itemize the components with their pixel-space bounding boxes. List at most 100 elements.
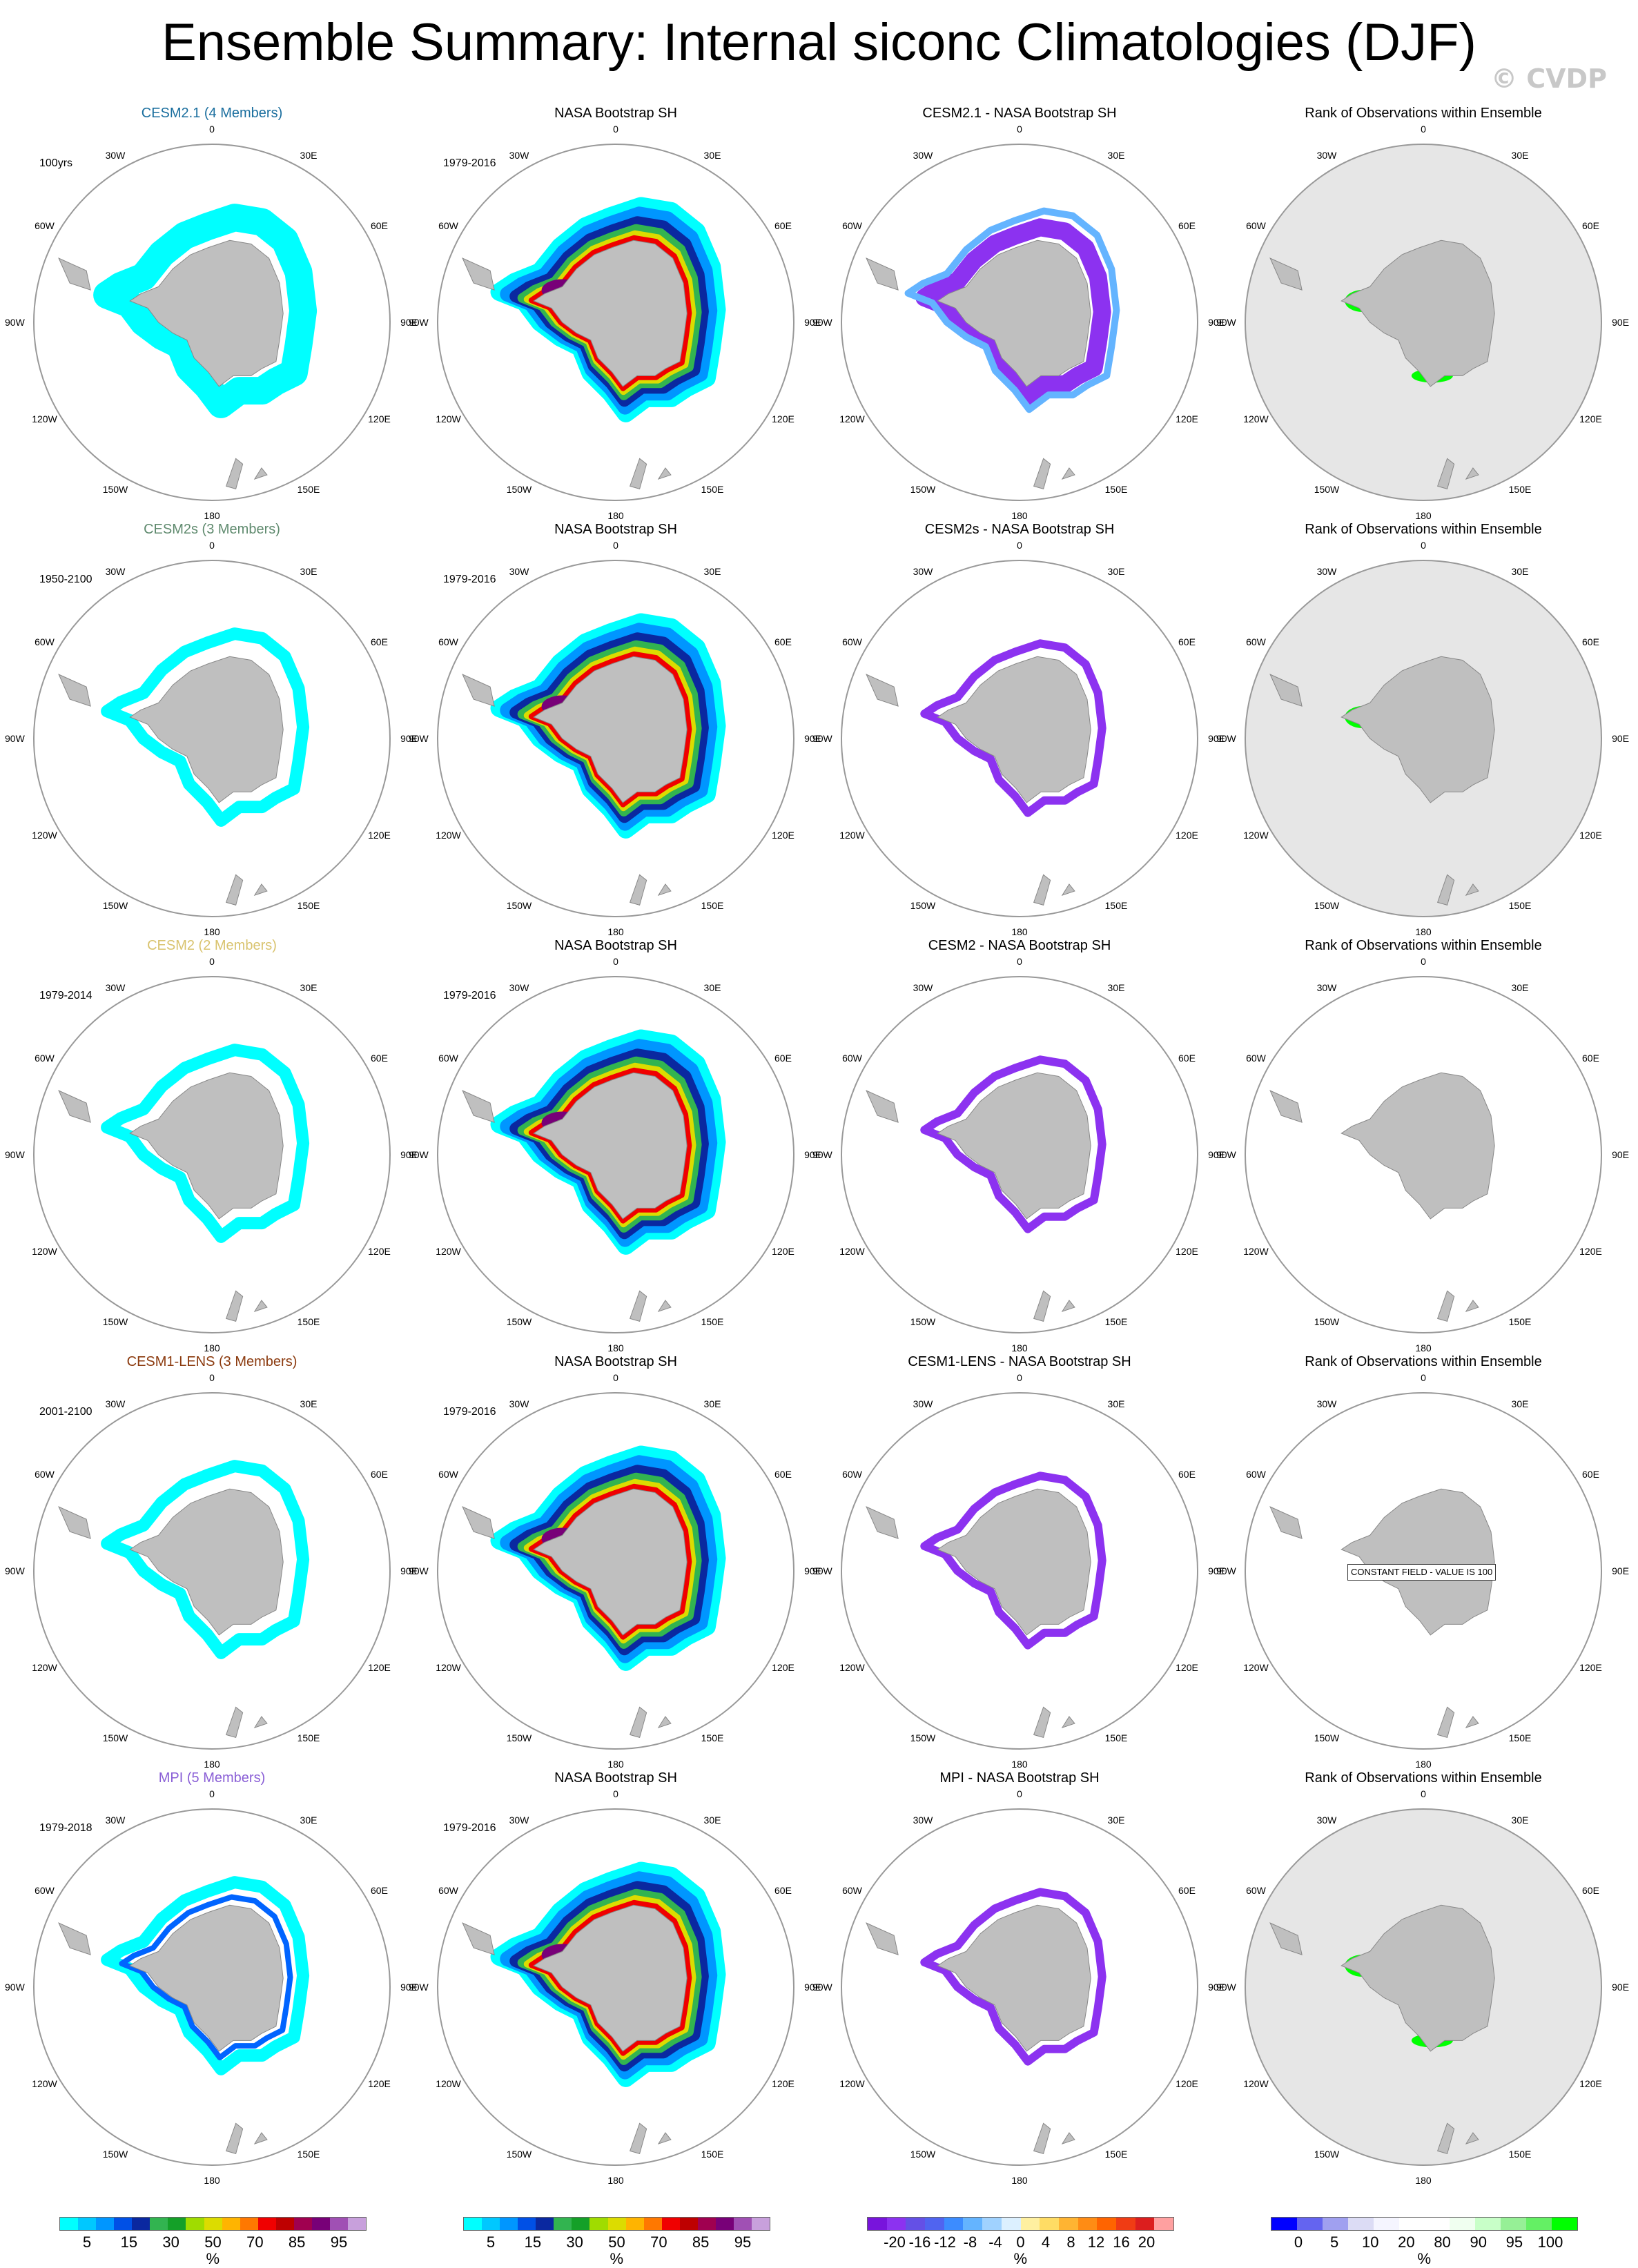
- lon-label: 150W: [910, 900, 936, 912]
- lon-label: 120E: [368, 1246, 391, 1257]
- lon-label: 0: [613, 1788, 618, 1799]
- lon-label: 90E: [1612, 317, 1630, 328]
- lon-label: 90E: [400, 1149, 418, 1160]
- lon-label: 60W: [1246, 1053, 1266, 1064]
- lon-label: 0: [613, 540, 618, 551]
- colorbar-tick: 70: [650, 2233, 667, 2251]
- map-panel-r2-c0: [33, 976, 391, 1333]
- lon-label: 150E: [701, 2149, 724, 2160]
- colorbar-swatch: [1058, 2218, 1078, 2230]
- lon-label: 180: [607, 1759, 624, 1770]
- lon-label: 60E: [371, 1469, 388, 1480]
- colorbar-swatch: [1020, 2218, 1040, 2230]
- lon-label: 90W: [408, 317, 429, 328]
- lon-label: 120W: [32, 2078, 57, 2089]
- lon-label: 180: [1011, 2175, 1028, 2186]
- lon-label: 120E: [1579, 1662, 1602, 1673]
- panel-title-r2-c0: CESM2 (2 Members): [147, 938, 277, 953]
- colorbar-swatch: [572, 2218, 590, 2230]
- lon-label: 0: [209, 956, 215, 967]
- lon-label: 90E: [804, 1565, 822, 1576]
- lon-label: 120W: [839, 1246, 865, 1257]
- lon-label: 150W: [102, 900, 128, 912]
- colorbar-swatch: [589, 2218, 608, 2230]
- colorbar-swatch: [1322, 2218, 1348, 2230]
- lon-label: 90E: [1208, 317, 1226, 328]
- colorbar-tick: 30: [566, 2233, 583, 2251]
- panel-title-r3-c0: CESM1-LENS (3 Members): [126, 1354, 298, 1369]
- lon-label: 150E: [1104, 1732, 1128, 1744]
- lon-label: 60W: [842, 220, 862, 231]
- lon-label: 60E: [774, 1885, 792, 1896]
- lon-label: 120W: [32, 830, 57, 841]
- colorbar-tick: 50: [608, 2233, 625, 2251]
- colorbar-swatch: [1398, 2218, 1425, 2230]
- lon-label: 90E: [804, 1149, 822, 1160]
- panel-title-r3-c1: NASA Bootstrap SH: [554, 1354, 677, 1369]
- lon-label: 0: [1017, 540, 1022, 551]
- period-label: 1979-2016: [443, 1822, 496, 1834]
- lon-label: 180: [607, 510, 624, 521]
- colorbar-swatch: [1373, 2218, 1399, 2230]
- lon-label: 0: [1017, 956, 1022, 967]
- lon-label: 90E: [804, 317, 822, 328]
- lon-label: 0: [209, 124, 215, 135]
- lon-label: 60W: [1246, 220, 1266, 231]
- lon-label: 150E: [297, 1316, 320, 1328]
- panel-title-r0-c3: Rank of Observations within Ensemble: [1305, 106, 1542, 121]
- colorbar-swatch: [1552, 2218, 1578, 2230]
- lon-label: 90W: [812, 1982, 832, 1993]
- lon-label: 150W: [506, 484, 532, 496]
- lon-label: 120E: [772, 413, 794, 424]
- colorbar-swatch: [114, 2218, 133, 2230]
- lon-label: 0: [1421, 540, 1426, 551]
- colorbar-tick: 0: [1294, 2233, 1303, 2251]
- colorbar-swatch: [168, 2218, 186, 2230]
- map-panel-r2-c2: [841, 976, 1198, 1333]
- colorbar-swatch: [1450, 2218, 1476, 2230]
- lon-label: 30E: [1107, 981, 1125, 993]
- lon-label: 150E: [1508, 900, 1532, 912]
- panel-title-r1-c1: NASA Bootstrap SH: [554, 522, 677, 537]
- lon-label: 0: [1421, 1788, 1426, 1799]
- panel-title-r4-c1: NASA Bootstrap SH: [554, 1770, 677, 1786]
- panel-title-r1-c3: Rank of Observations within Ensemble: [1305, 522, 1542, 537]
- map-panel-r1-c2: [841, 560, 1198, 917]
- lon-label: 180: [1415, 1342, 1432, 1353]
- colorbar-swatch: [482, 2218, 500, 2230]
- lon-label: 120W: [436, 2078, 461, 2089]
- lon-label: 120E: [1579, 1246, 1602, 1257]
- colorbar-tick: 85: [692, 2233, 710, 2251]
- panel-title-r4-c3: Rank of Observations within Ensemble: [1305, 1770, 1542, 1786]
- lon-label: 150W: [102, 2149, 128, 2160]
- colorbar-tick: 20: [1398, 2233, 1415, 2251]
- lon-label: 90W: [408, 1982, 429, 1993]
- lon-label: 120E: [1176, 2078, 1198, 2089]
- lon-label: 90E: [400, 1565, 418, 1576]
- lon-label: 30W: [105, 149, 126, 161]
- lon-label: 180: [1011, 510, 1028, 521]
- lon-label: 180: [607, 2175, 624, 2186]
- lon-label: 60E: [371, 1885, 388, 1896]
- lon-label: 180: [1011, 1342, 1028, 1353]
- panel-title-r3-c2: CESM1-LENS - NASA Bootstrap SH: [908, 1354, 1131, 1369]
- map-panel-r4-c2: [841, 1808, 1198, 2166]
- lon-label: 30E: [1511, 149, 1529, 161]
- map-panel-r4-c1: [437, 1808, 794, 2166]
- lon-label: 120E: [1176, 1662, 1198, 1673]
- lon-label: 30E: [1511, 981, 1529, 993]
- colorbar-swatch: [625, 2218, 644, 2230]
- colorbar-swatch: [60, 2218, 79, 2230]
- period-label: 1950-2100: [39, 574, 92, 585]
- colorbar-swatch: [1115, 2218, 1135, 2230]
- lon-label: 120W: [839, 413, 865, 424]
- colorbar-swatch: [293, 2218, 312, 2230]
- colorbar-swatch: [1347, 2218, 1374, 2230]
- lon-label: 0: [613, 956, 618, 967]
- lon-label: 180: [204, 1759, 220, 1770]
- lon-label: 30W: [913, 565, 933, 577]
- lon-label: 120W: [1243, 830, 1269, 841]
- lon-label: 120W: [436, 830, 461, 841]
- lon-label: 150E: [1508, 484, 1532, 496]
